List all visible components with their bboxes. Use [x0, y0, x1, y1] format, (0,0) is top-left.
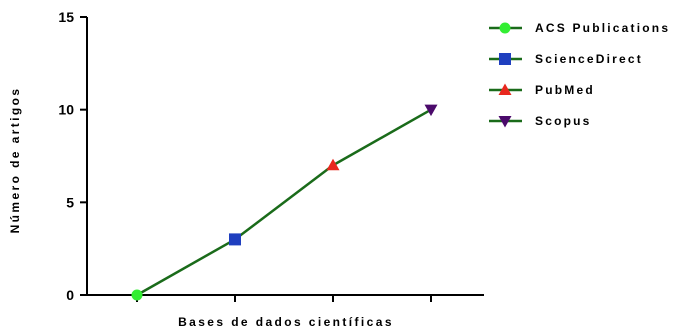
legend: ACS Publications ScienceDirect PubMed Scopu…: [489, 21, 670, 128]
series-line-segment: [333, 110, 431, 166]
axes: [87, 17, 484, 295]
legend-marker: [499, 53, 511, 65]
series: [137, 110, 431, 295]
y-ticks: 0 5 10 15: [58, 9, 87, 303]
series-line-segment: [137, 239, 235, 295]
series-line-segment: [235, 165, 333, 239]
x-ticks: [137, 295, 431, 302]
legend-label: ACS Publications: [535, 21, 670, 35]
y-tick-label: 10: [58, 102, 74, 118]
data-point: [229, 233, 241, 245]
legend-label: ScienceDirect: [535, 52, 643, 66]
data-point: [327, 159, 340, 171]
y-tick-label: 5: [66, 194, 74, 210]
data-point: [132, 290, 143, 301]
x-axis-title: Bases de dados científicas: [178, 315, 394, 329]
y-tick-label: 15: [58, 9, 74, 25]
legend-label: PubMed: [535, 83, 595, 97]
y-tick-label: 0: [66, 287, 74, 303]
legend-label: Scopus: [535, 114, 592, 128]
data-point: [425, 105, 438, 117]
y-axis-title: Número de artigos: [8, 87, 22, 234]
legend-marker: [500, 23, 511, 34]
